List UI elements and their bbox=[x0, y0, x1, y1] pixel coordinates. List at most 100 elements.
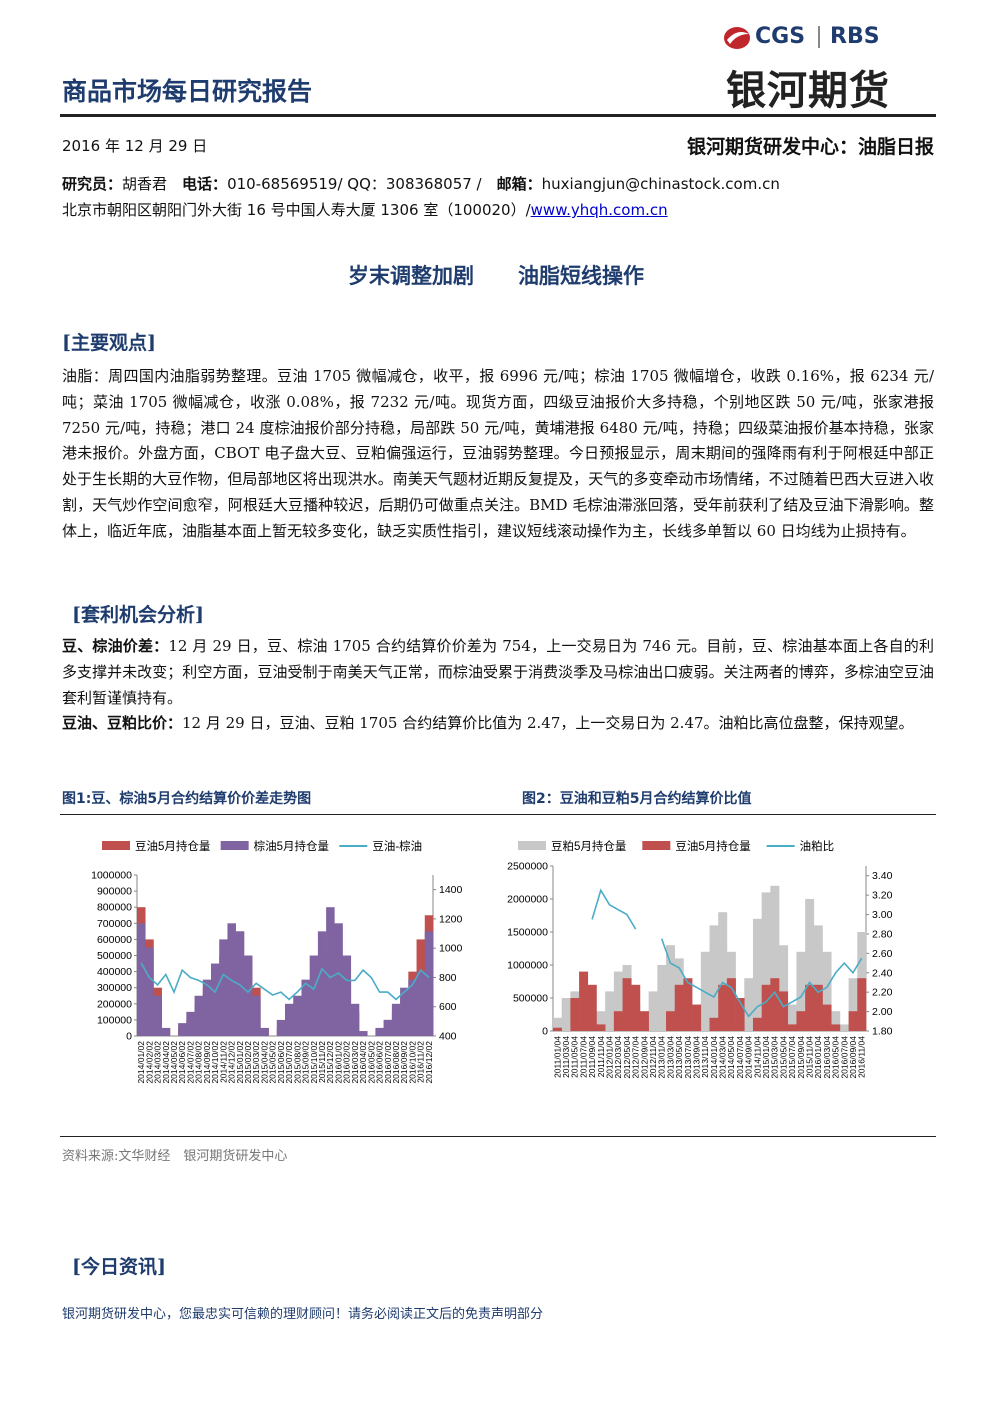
x-tick-label: 2014/03/04 bbox=[718, 1036, 728, 1079]
y-tick-label: 800000 bbox=[97, 902, 132, 914]
paragraph: 豆油、豆粕比价：12 月 29 日，豆油、豆粕 1705 合约结算价比值为 2.… bbox=[62, 711, 934, 737]
bar bbox=[779, 945, 789, 1031]
x-tick-label: 2015/10/02 bbox=[309, 1041, 319, 1084]
y-tick-label: 200000 bbox=[97, 998, 132, 1010]
bar bbox=[709, 1017, 719, 1031]
bar bbox=[613, 971, 623, 1031]
figure-rule bbox=[60, 1136, 936, 1137]
bar bbox=[770, 978, 780, 1031]
bar bbox=[674, 984, 684, 1031]
bar bbox=[752, 918, 762, 1031]
bar bbox=[587, 984, 597, 1031]
bar bbox=[260, 1027, 269, 1036]
y-tick-label: 300000 bbox=[97, 982, 132, 994]
x-tick-label: 2014/11/04 bbox=[752, 1036, 762, 1078]
bar bbox=[416, 971, 426, 1036]
x-tick-label: 2012/03/04 bbox=[613, 1036, 623, 1079]
bar bbox=[787, 1004, 797, 1031]
report-title: 商品市场每日研究报告 bbox=[62, 77, 313, 106]
x-tick-label: 2014/01/04 bbox=[709, 1036, 719, 1079]
bar bbox=[235, 931, 245, 1036]
x-tick-label: 2016/05/02 bbox=[366, 1041, 376, 1084]
paragraph: 豆、棕油价差：12 月 29 日，豆、棕油 1705 合约结算价价差为 754，… bbox=[62, 634, 934, 711]
x-tick-label: 2013/01/04 bbox=[657, 1036, 667, 1079]
section-heading: [套利机会分析] bbox=[72, 604, 204, 626]
bar bbox=[553, 1017, 562, 1031]
y2-tick-label: 2.20 bbox=[872, 987, 893, 999]
x-tick-label: 2011/11/04 bbox=[596, 1036, 606, 1078]
x-tick-label: 2014/04/02 bbox=[161, 1041, 171, 1084]
x-tick-label: 2015/05/02 bbox=[268, 1041, 278, 1084]
y2-tick-label: 1.80 bbox=[872, 1026, 893, 1038]
bar bbox=[622, 978, 632, 1031]
bar bbox=[796, 1011, 806, 1031]
bar bbox=[145, 947, 154, 1036]
bar bbox=[692, 1004, 702, 1031]
arbitrage-body: 豆、棕油价差：12 月 29 日，豆、棕油 1705 合约结算价价差为 754，… bbox=[62, 634, 934, 737]
x-tick-label: 2011/09/04 bbox=[587, 1036, 597, 1078]
y2-tick-label: 3.40 bbox=[872, 870, 893, 882]
x-tick-label: 2016/06/02 bbox=[375, 1041, 385, 1084]
bar bbox=[631, 984, 641, 1031]
bar bbox=[657, 965, 667, 1031]
bar bbox=[596, 1011, 606, 1031]
x-tick-label: 2016/03/04 bbox=[822, 1036, 832, 1079]
bar bbox=[186, 1011, 195, 1036]
y-tick-label: 1000000 bbox=[507, 960, 548, 972]
x-tick-label: 2016/09/02 bbox=[399, 1041, 409, 1084]
y-tick-label: 500000 bbox=[97, 950, 132, 962]
y-tick-label: 900000 bbox=[97, 886, 132, 898]
x-tick-label: 2012/05/04 bbox=[622, 1036, 632, 1079]
y-tick-label: 400000 bbox=[97, 966, 132, 978]
line bbox=[140, 962, 430, 1001]
y-tick-label: 1000000 bbox=[91, 870, 132, 882]
bar bbox=[326, 907, 335, 1036]
section-heading: [今日资讯] bbox=[72, 1256, 166, 1278]
text: 12 月 29 日，豆、棕油 1705 合约结算价价差为 754，上一交易日为 … bbox=[62, 637, 934, 707]
x-tick-label: 2013/11/04 bbox=[700, 1036, 710, 1078]
y2-tick-label: 600 bbox=[439, 1001, 457, 1013]
legend-swatch bbox=[518, 841, 546, 850]
brand: 银河期货 bbox=[726, 68, 890, 114]
x-tick-label: 2016/10/02 bbox=[407, 1041, 417, 1084]
x-tick-label: 2011/07/04 bbox=[578, 1036, 588, 1078]
bar bbox=[735, 998, 745, 1031]
address-line: 北京市朝阳区朝阳门外大街 16 号中国人寿大厦 1306 室（100020）/w… bbox=[62, 199, 668, 220]
y2-tick-label: 800 bbox=[439, 972, 457, 984]
bar bbox=[137, 923, 146, 1036]
label: 邮箱： bbox=[496, 175, 542, 193]
x-tick-label: 2012/07/04 bbox=[631, 1036, 641, 1079]
x-tick-label: 2016/12/02 bbox=[424, 1041, 434, 1084]
x-tick-label: 2015/07/02 bbox=[284, 1041, 294, 1084]
y-tick-label: 700000 bbox=[97, 918, 132, 930]
x-tick-label: 2014/12/02 bbox=[227, 1041, 237, 1084]
y2-tick-label: 3.20 bbox=[872, 890, 893, 902]
y2-tick-label: 2.60 bbox=[872, 948, 893, 960]
bar bbox=[813, 925, 823, 1031]
website[interactable]: www.yhqh.com.cn bbox=[530, 201, 668, 219]
x-tick-label: 2012/11/04 bbox=[648, 1036, 658, 1078]
logo-rbs: RBS bbox=[830, 24, 880, 49]
logo-divider bbox=[818, 26, 820, 48]
bar bbox=[831, 1024, 841, 1031]
bar bbox=[813, 984, 823, 1031]
y2-tick-label: 1000 bbox=[439, 943, 463, 955]
bar bbox=[761, 984, 771, 1031]
legend-label: 豆油-棕油 bbox=[372, 839, 422, 853]
bar bbox=[831, 1011, 841, 1031]
y2-tick-label: 400 bbox=[439, 1031, 457, 1043]
bar bbox=[666, 1011, 676, 1031]
headline: 岁末调整加剧 油脂短线操作 bbox=[0, 260, 992, 290]
paragraph: 油脂：周四国内油脂弱势整理。豆油 1705 微幅减仓，收平，报 6996 元/吨… bbox=[62, 367, 934, 540]
bar bbox=[194, 995, 204, 1036]
x-tick-label: 2015/09/02 bbox=[301, 1041, 311, 1084]
bar bbox=[805, 984, 815, 1031]
y-tick-label: 2500000 bbox=[507, 861, 548, 873]
x-tick-label: 2015/02/02 bbox=[243, 1041, 253, 1084]
lead: 豆、棕油价差： bbox=[62, 637, 169, 655]
legend-label: 豆粕5月持仓量 bbox=[551, 839, 626, 853]
bar bbox=[648, 991, 658, 1031]
x-tick-label: 2013/09/04 bbox=[691, 1036, 701, 1079]
y2-tick-label: 1400 bbox=[439, 884, 463, 896]
